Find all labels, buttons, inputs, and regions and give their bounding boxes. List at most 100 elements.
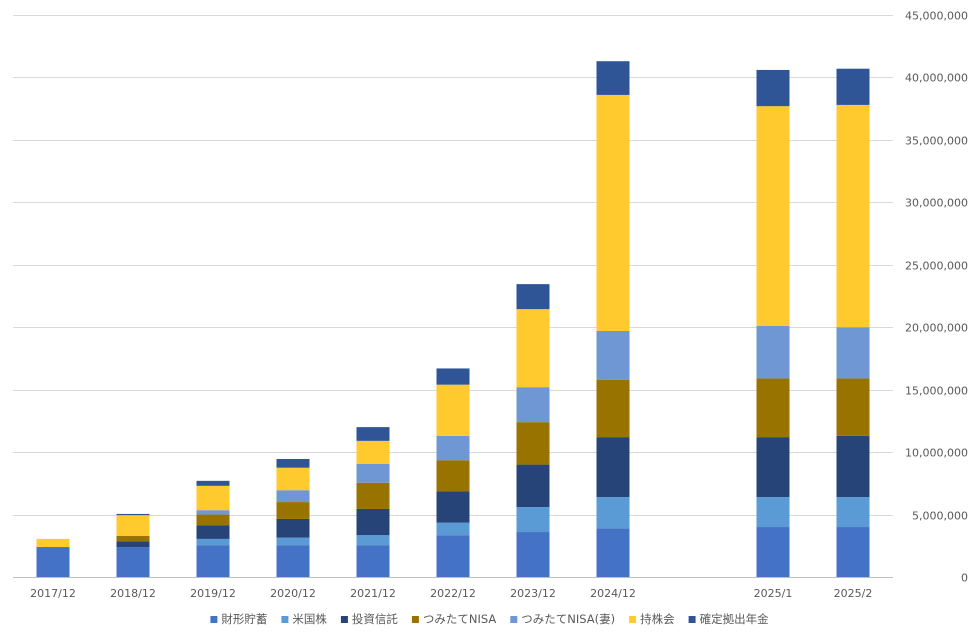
bar-segment	[516, 387, 550, 423]
y-tick-label: 25,000,000	[905, 260, 968, 273]
bar-segment	[516, 507, 550, 533]
bar-segment	[836, 327, 870, 379]
bar-segment	[116, 547, 150, 577]
y-tick-label: 10,000,000	[905, 447, 968, 460]
bar-segment	[276, 545, 310, 577]
bar-segment	[596, 61, 630, 95]
legend-item: つみたてNISA(妻)	[510, 612, 615, 626]
bar-segment	[596, 528, 630, 577]
bar-segment	[596, 437, 630, 498]
bar-segment	[516, 532, 550, 577]
x-tick-label: 2018/12	[110, 587, 156, 600]
bar-segment	[276, 490, 310, 503]
bar-segment	[436, 435, 470, 461]
legend-label: 米国株	[292, 612, 327, 626]
bar-segment	[596, 94, 630, 331]
y-tick-label: 20,000,000	[905, 322, 968, 335]
y-tick-label: 30,000,000	[905, 197, 968, 210]
y-tick-label: 45,000,000	[905, 10, 968, 23]
x-tick-label: 2022/12	[430, 587, 476, 600]
bar-segment	[756, 497, 790, 528]
y-tick-label: 0	[961, 572, 968, 585]
bar-segment	[116, 515, 150, 536]
legend-label: 財形貯蓄	[221, 612, 267, 626]
legend-label: つみたてNISA	[423, 612, 497, 626]
bar-segment	[596, 379, 630, 438]
bar-segment	[356, 535, 390, 546]
bar-segment	[756, 325, 790, 379]
bar-segment	[356, 508, 390, 536]
bar-segment	[276, 467, 310, 491]
bar-segment	[436, 384, 470, 436]
legend-swatch	[629, 616, 637, 623]
bar-segment	[36, 547, 70, 577]
bar-segment	[196, 538, 230, 546]
bar-segment	[516, 284, 550, 310]
legend-label: 投資信託	[352, 612, 398, 626]
legend-swatch	[510, 616, 518, 623]
bar-segment	[756, 527, 790, 577]
bar-segment	[116, 535, 150, 542]
bar-segment	[356, 463, 390, 483]
bar-segment	[196, 525, 230, 539]
legend-item: 確定拠出年金	[688, 612, 769, 626]
bar-segment	[436, 491, 470, 523]
bar-segment	[516, 422, 550, 465]
bar-segment	[596, 330, 630, 380]
x-tick-label: 2019/12	[190, 587, 236, 600]
bar-segment	[36, 538, 70, 548]
y-tick-label: 40,000,000	[905, 72, 968, 85]
bar-segment	[756, 378, 790, 438]
bar-segment	[196, 480, 230, 486]
legend-item: 投資信託	[340, 612, 398, 626]
legend-item: 米国株	[281, 612, 327, 626]
bar-segment	[356, 440, 390, 464]
bar-segment	[356, 427, 390, 441]
x-tick-label: 2025/1	[754, 587, 793, 600]
y-axis: 0 5,000,000 10,000,000 15,000,000 20,000,000…	[905, 10, 968, 585]
bar-segment	[196, 514, 230, 526]
bars	[36, 61, 870, 577]
bar-segment	[276, 518, 310, 538]
bar-segment	[756, 437, 790, 498]
bar-segment	[196, 485, 230, 511]
bar-segment	[836, 378, 870, 436]
bar-segment	[836, 104, 870, 328]
legend-swatch	[340, 616, 348, 623]
x-tick-label: 2023/12	[510, 587, 556, 600]
y-tick-label: 5,000,000	[912, 510, 968, 523]
bar-segment	[116, 513, 150, 516]
legend-label: つみたてNISA(妻)	[521, 612, 615, 626]
legend-label: 確定拠出年金	[700, 612, 769, 626]
legend-swatch	[281, 616, 289, 623]
bar-segment	[436, 522, 470, 536]
y-tick-label: 35,000,000	[905, 135, 968, 148]
bar-segment	[276, 458, 310, 468]
x-axis: 2017/12 2018/12 2019/12 2020/12 2021/12 2022/…	[30, 587, 872, 600]
bar-segment	[756, 69, 790, 107]
legend-swatch	[411, 616, 419, 623]
bar-segment	[356, 545, 390, 577]
bar-segment	[516, 309, 550, 388]
bar-segment	[116, 541, 150, 548]
bar-segment	[836, 527, 870, 577]
legend: 財形貯蓄 米国株 投資信託 つみたてNISA つみたてNISA(妻) 持株会 確定拠出年金	[210, 612, 769, 626]
legend-item: 持株会	[629, 612, 675, 626]
legend-swatch	[688, 616, 696, 623]
bar-segment	[196, 545, 230, 577]
y-tick-label: 15,000,000	[905, 385, 968, 398]
bar-segment	[836, 68, 870, 105]
legend-item: つみたてNISA	[411, 612, 497, 626]
bar-segment	[596, 497, 630, 529]
bar-segment	[436, 460, 470, 492]
x-tick-label: 2024/12	[590, 587, 636, 600]
x-tick-label: 2021/12	[350, 587, 396, 600]
x-tick-label: 2020/12	[270, 587, 316, 600]
x-tick-label: 2017/12	[30, 587, 76, 600]
bar-segment	[196, 510, 230, 515]
legend-item: 財形貯蓄	[210, 612, 267, 626]
bar-segment	[836, 497, 870, 528]
